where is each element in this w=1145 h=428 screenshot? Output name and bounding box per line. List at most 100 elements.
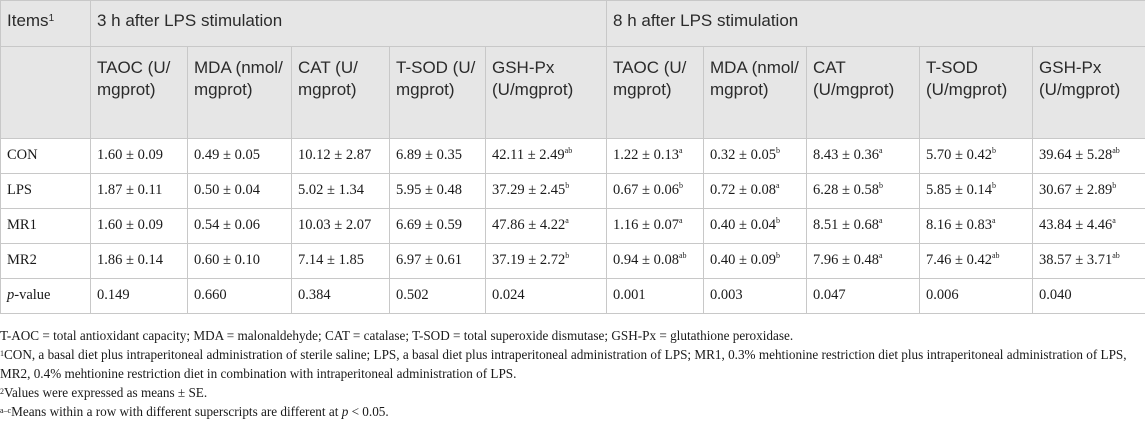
- cell-superscript: ab: [991, 251, 1000, 261]
- table-cell: 8.16 ± 0.83a: [919, 208, 1034, 244]
- cell-superscript: a: [878, 251, 883, 261]
- table-cell: 30.67 ± 2.89b: [1032, 173, 1145, 209]
- column-header: TAOC (U/ mgprot): [606, 46, 705, 139]
- cell-value: 37.29 ± 2.45: [492, 182, 566, 198]
- table-cell: 43.84 ± 4.46a: [1032, 208, 1145, 244]
- cell-value: 0.54 ± 0.06: [194, 217, 260, 233]
- cell-value: 5.85 ± 0.14: [926, 182, 992, 198]
- cell-value: 10.12 ± 2.87: [298, 147, 372, 163]
- table-row: MR1 1.60 ± 0.09 0.54 ± 0.06 10.03 ± 2.07 6.6…: [0, 208, 1145, 244]
- table-body: CON 1.60 ± 0.09 0.49 ± 0.05 10.12 ± 2.87 6.8…: [0, 138, 1145, 314]
- row-label: LPS: [0, 173, 91, 209]
- header-items-footnote-mark: 1: [48, 13, 55, 24]
- table-cell: 42.11 ± 2.49ab: [484, 138, 608, 174]
- table-cell: 0.40 ± 0.04b: [703, 208, 808, 244]
- cell-superscript: b: [878, 181, 883, 191]
- pvalue-cell: 0.149: [90, 278, 188, 314]
- table-cell: 0.32 ± 0.05b: [703, 138, 808, 174]
- table-cell: 6.97 ± 0.61: [389, 243, 486, 279]
- column-header: MDA (nmol/ mgprot): [703, 46, 808, 139]
- cell-superscript: b: [565, 251, 570, 261]
- cell-value: 47.86 ± 4.22: [492, 217, 566, 233]
- header-group-3h: 3 h after LPS stimulation: [89, 0, 608, 47]
- header-group-8h: 8 h after LPS stimulation: [606, 0, 1145, 47]
- cell-value: 0.40 ± 0.09: [710, 252, 776, 268]
- table-cell: 5.02 ± 1.34: [291, 173, 390, 209]
- cell-value: 8.51 ± 0.68: [813, 217, 879, 233]
- row-label: CON: [0, 138, 91, 174]
- pvalue-cell: 0.001: [606, 278, 705, 314]
- cell-value: 0.49 ± 0.05: [194, 147, 260, 163]
- header-items-label: Items: [7, 11, 49, 30]
- pvalue-label-p: p: [7, 287, 15, 303]
- cell-value: 0.94 ± 0.08: [613, 252, 679, 268]
- cell-superscript: b: [565, 181, 570, 191]
- footnote-2: 2Values were expressed as means ± SE.: [0, 383, 1140, 402]
- table-cell: 6.69 ± 0.59: [389, 208, 486, 244]
- column-header: T-SOD (U/ mgprot): [389, 46, 486, 139]
- table-cell: 7.96 ± 0.48a: [806, 243, 921, 279]
- table-cell: 1.16 ± 0.07a: [606, 208, 705, 244]
- cell-superscript: a: [678, 146, 683, 156]
- table-row-pvalue: p-value 0.149 0.660 0.384 0.502 0.024 0.001 0.0…: [0, 278, 1145, 314]
- cell-superscript: a: [878, 146, 883, 156]
- table-row: LPS 1.87 ± 0.11 0.50 ± 0.04 5.02 ± 1.34 5.95…: [0, 173, 1145, 209]
- column-header: MDA (nmol/ mgprot): [187, 46, 292, 139]
- cell-value: 1.16 ± 0.07: [613, 217, 679, 233]
- data-table: Items1 3 h after LPS stimulation 8 h aft…: [0, 0, 1145, 314]
- footnote-1-mark: 1: [0, 349, 4, 358]
- cell-value: 39.64 ± 5.28: [1039, 147, 1113, 163]
- cell-value: 43.84 ± 4.46: [1039, 217, 1113, 233]
- cell-value: 6.89 ± 0.35: [396, 147, 462, 163]
- table-footnotes: T-AOC = total antioxidant capacity; MDA …: [0, 326, 1140, 421]
- table-cell: 37.29 ± 2.45b: [484, 173, 608, 209]
- table-cell: 8.43 ± 0.36a: [806, 138, 921, 174]
- column-header: GSH-Px (U/mgprot): [484, 46, 608, 139]
- header-items-spacer: [0, 46, 91, 139]
- cell-value: 6.97 ± 0.61: [396, 252, 462, 268]
- footnote-3-threshold: < 0.05.: [348, 404, 389, 419]
- cell-superscript: ab: [564, 146, 573, 156]
- cell-value: 1.60 ± 0.09: [97, 147, 163, 163]
- pvalue-cell: 0.660: [187, 278, 292, 314]
- table-cell: 0.49 ± 0.05: [187, 138, 292, 174]
- table-row: MR2 1.86 ± 0.14 0.60 ± 0.10 7.14 ± 1.85 6.97…: [0, 243, 1145, 279]
- column-header: CAT (U/mgprot): [806, 46, 921, 139]
- pvalue-cell: 0.003: [703, 278, 808, 314]
- cell-value: 6.28 ± 0.58: [813, 182, 879, 198]
- table-cell: 37.19 ± 2.72b: [484, 243, 608, 279]
- cell-superscript: a: [991, 216, 996, 226]
- pvalue-cell: 0.384: [291, 278, 390, 314]
- cell-value: 1.87 ± 0.11: [97, 182, 163, 198]
- cell-superscript: b: [1112, 181, 1117, 191]
- header-row-groups: Items1 3 h after LPS stimulation 8 h aft…: [0, 0, 1145, 47]
- footnote-3: a–cMeans within a row with different sup…: [0, 402, 1140, 421]
- column-header: CAT (U/ mgprot): [291, 46, 390, 139]
- table-cell: 1.87 ± 0.11: [90, 173, 188, 209]
- pvalue-cell: 0.502: [389, 278, 486, 314]
- cell-superscript: ab: [1112, 251, 1120, 261]
- cell-value: 0.50 ± 0.04: [194, 182, 260, 198]
- table-cell: 5.85 ± 0.14b: [919, 173, 1034, 209]
- table-cell: 10.12 ± 2.87: [291, 138, 390, 174]
- cell-value: 1.22 ± 0.13: [613, 147, 679, 163]
- cell-value: 10.03 ± 2.07: [298, 217, 372, 233]
- cell-value: 1.86 ± 0.14: [97, 252, 163, 268]
- cell-superscript: a: [678, 216, 683, 226]
- footnote-abbreviations: T-AOC = total antioxidant capacity; MDA …: [0, 328, 794, 343]
- pvalue-cell: 0.024: [484, 278, 608, 314]
- cell-superscript: ab: [1112, 146, 1120, 156]
- cell-superscript: a: [775, 181, 780, 191]
- footnote-2-mark: 2: [0, 387, 4, 396]
- cell-value: 42.11 ± 2.49: [492, 147, 565, 163]
- table-cell: 0.67 ± 0.06b: [606, 173, 705, 209]
- table-cell: 6.28 ± 0.58b: [806, 173, 921, 209]
- footnote-1: 1CON, a basal diet plus intraperitoneal …: [0, 345, 1140, 383]
- table-cell: 38.57 ± 3.71ab: [1032, 243, 1145, 279]
- row-label: MR1: [0, 208, 91, 244]
- table-cell: 10.03 ± 2.07: [291, 208, 390, 244]
- cell-value: 5.95 ± 0.48: [396, 182, 462, 198]
- cell-value: 38.57 ± 3.71: [1039, 252, 1113, 268]
- cell-superscript: b: [991, 146, 996, 156]
- cell-value: 0.40 ± 0.04: [710, 217, 776, 233]
